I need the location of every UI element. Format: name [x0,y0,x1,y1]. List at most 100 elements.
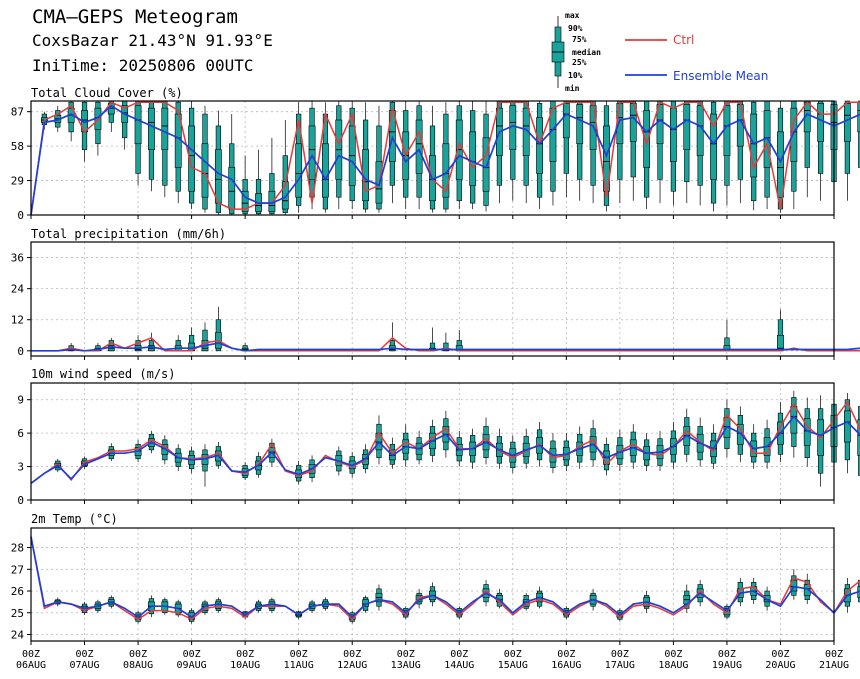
panel-frame [30,241,835,357]
panel-frame [30,527,835,642]
x-tick-date: 17AUG [605,660,635,671]
box-25-75 [214,149,222,204]
y-tick-label: 0 [17,494,24,507]
ctrl-line [30,536,860,621]
ctrl-line [30,101,860,216]
box-25-75 [415,119,423,174]
panel-title: 10m wind speed (m/s) [31,367,176,381]
x-axis-labels: 00Z06AUG00Z07AUG00Z08AUG00Z09AUG00Z10AUG… [16,649,849,671]
legend-label: 90% [568,24,583,33]
box-25-75 [790,107,798,162]
y-tick-label: 26 [11,585,24,598]
box-25-75 [295,143,303,198]
box-25-75 [777,131,784,198]
y-tick-label: 36 [11,252,24,265]
legend-label: 75% [572,35,587,44]
x-tick-date: 09AUG [177,660,207,671]
x-tick-date: 21AUG [819,660,849,671]
legend-label: max [565,11,580,20]
chart-title: CMA—GEPS Meteogram [32,6,238,28]
x-tick-hour: 00Z [611,649,629,660]
legend-ctrl-label: Ctrl [673,33,694,47]
x-tick-date: 16AUG [551,660,581,671]
box-25-75 [857,419,860,456]
y-tick-label: 24 [11,628,25,641]
y-tick-label: 12 [11,314,24,327]
y-tick-label: 25 [11,607,24,620]
x-tick-hour: 00Z [825,649,843,660]
x-tick-hour: 00Z [504,649,522,660]
x-tick-hour: 00Z [290,649,308,660]
x-tick-date: 15AUG [498,660,528,671]
y-tick-label: 9 [17,394,24,407]
box-25-75 [683,104,691,150]
y-tick-label: 27 [11,563,24,576]
x-tick-date: 19AUG [712,660,742,671]
panel-1: 0 29 58 87 Total Cloud Cover (%) [11,86,860,222]
x-tick-date: 11AUG [284,660,314,671]
x-tick-date: 13AUG [391,660,421,671]
box-25-75 [576,104,584,145]
panel-frame [30,382,835,501]
x-tick-date: 08AUG [123,660,153,671]
box-25-75 [843,103,851,142]
box-25-75 [161,107,169,150]
x-tick-hour: 00Z [450,649,468,660]
box-25-75 [803,584,811,596]
x-tick-date: 20AUG [765,660,795,671]
x-tick-hour: 00Z [76,649,94,660]
panel-title: 2m Temp (°C) [31,512,118,526]
box-25-75 [750,113,758,178]
box-25-75 [643,110,651,168]
panel-3: 0 3 6 9 10m wind speed (m/s) [17,367,860,507]
panel-frame [30,100,835,216]
y-tick-label: 3 [17,461,24,474]
box-25-75 [134,105,142,145]
box-25-75 [817,103,825,142]
x-tick-hour: 00Z [22,649,40,660]
x-tick-hour: 00Z [718,649,736,660]
x-tick-date: 12AUG [337,660,367,671]
x-tick-date: 14AUG [444,660,474,671]
box-25-75 [241,190,249,212]
x-tick-date: 07AUG [69,660,99,671]
legend-mean-label: Ensemble Mean [673,69,768,83]
box-25-75 [188,125,195,192]
x-tick-date: 10AUG [230,660,260,671]
legend-label: min [565,83,580,93]
ensemble-mean-line [30,104,860,216]
panel-title: Total precipitation (mm/6h) [31,227,226,241]
box-25-75 [843,410,851,443]
box-25-75 [148,107,155,150]
box-25-75 [710,113,717,180]
panel-4: 24 25 26 27 28 2m Temp (°C) [11,512,860,645]
y-tick-label: 29 [11,175,24,188]
box-25-75 [482,137,490,192]
y-tick-label: 58 [11,140,24,153]
y-tick-label: 87 [11,106,24,119]
legend-label: 10% [568,71,583,80]
x-tick-hour: 00Z [557,649,575,660]
box-25-75 [696,105,704,156]
legend-label: 25% [572,58,587,67]
x-tick-hour: 00Z [183,649,201,660]
y-tick-label: 0 [17,209,24,222]
panel-title: Total Cloud Cover (%) [31,86,183,100]
x-tick-hour: 00Z [236,649,254,660]
y-tick-label: 0 [17,345,24,358]
ensemble-mean-line [30,536,860,619]
box-25-75 [469,131,477,186]
x-tick-hour: 00Z [129,649,147,660]
x-tick-hour: 00Z [343,649,361,660]
panel-2: 0 12 24 36 Total precipitation (mm/6h) [11,227,860,360]
box-25-75 [857,101,860,133]
init-time-label: IniTime: 20250806 00UTC [32,56,254,75]
box-25-75 [562,103,570,139]
y-tick-label: 6 [17,427,24,440]
x-tick-date: 06AUG [16,660,46,671]
ensemble-mean-line [31,342,860,352]
ensemble-mean-line [30,415,860,484]
